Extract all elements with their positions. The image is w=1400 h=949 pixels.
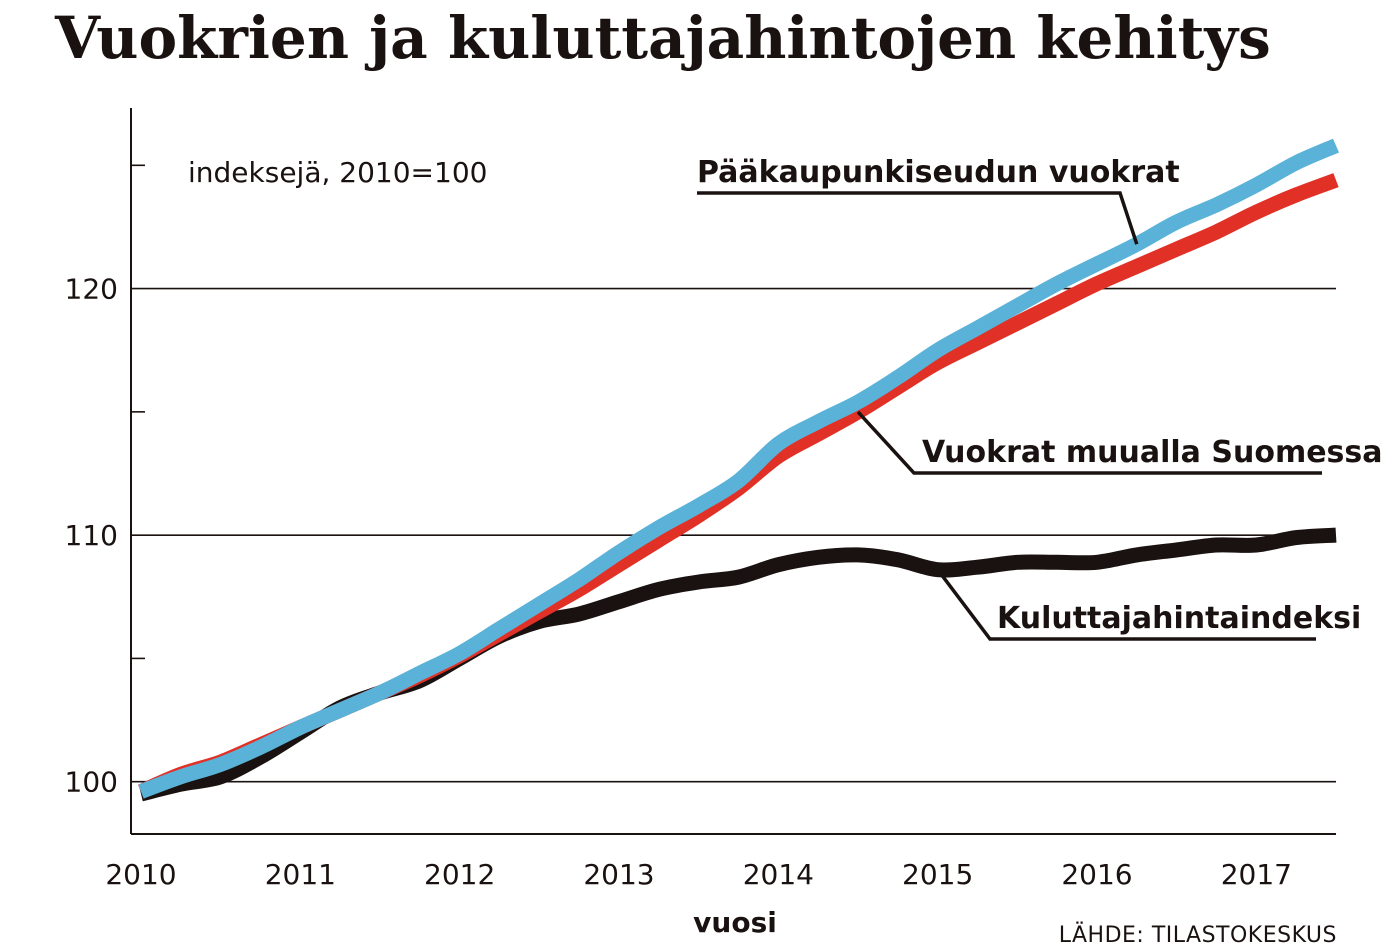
leader-line-paakaupunkiseudun-vuokrat	[697, 191, 1139, 245]
label-paakaupunkiseudun-vuokrat: Pääkaupunkiseudun vuokrat	[697, 155, 1180, 190]
y-tick-label-100: 100	[65, 766, 118, 799]
source-credit: LÄHDE: TILASTOKESKUS	[1059, 922, 1337, 948]
x-tick-label-2010: 2010	[105, 858, 176, 891]
x-tick-label-2014: 2014	[743, 858, 814, 891]
y-tick-label-120: 120	[65, 273, 118, 306]
chart-subtitle: indeksejä, 2010=100	[188, 156, 487, 189]
chart-title: Vuokrien ja kuluttajahintojen kehitys	[54, 4, 1271, 72]
x-tick-label-2013: 2013	[583, 858, 654, 891]
leader-line-kuluttajahintaindeksi	[936, 568, 1316, 641]
label-kuluttajahintaindeksi: Kuluttajahintaindeksi	[997, 601, 1361, 636]
x-axis-label: vuosi	[693, 906, 777, 939]
leader-line-vuokrat-muualla-suomessa	[856, 410, 1322, 475]
y-tick-label-110: 110	[65, 519, 118, 552]
annotations: Pääkaupunkiseudun vuokrat Vuokrat muualla…	[697, 155, 1383, 641]
x-tick-label-2017: 2017	[1221, 858, 1292, 891]
x-tick-label-2012: 2012	[424, 858, 495, 891]
axes	[130, 108, 1336, 835]
gridlines	[131, 287, 1336, 783]
series-line-kuluttajahintaindeksi	[139, 527, 1337, 802]
x-tick-label-2011: 2011	[265, 858, 336, 891]
tick-labels: 100 110 120 2010 2011 2012 2013 2014 2015 2016 201…	[65, 273, 1292, 891]
label-vuokrat-muualla-suomessa: Vuokrat muualla Suomessa	[922, 435, 1383, 470]
x-tick-label-2016: 2016	[1061, 858, 1132, 891]
x-tick-label-2015: 2015	[902, 858, 973, 891]
